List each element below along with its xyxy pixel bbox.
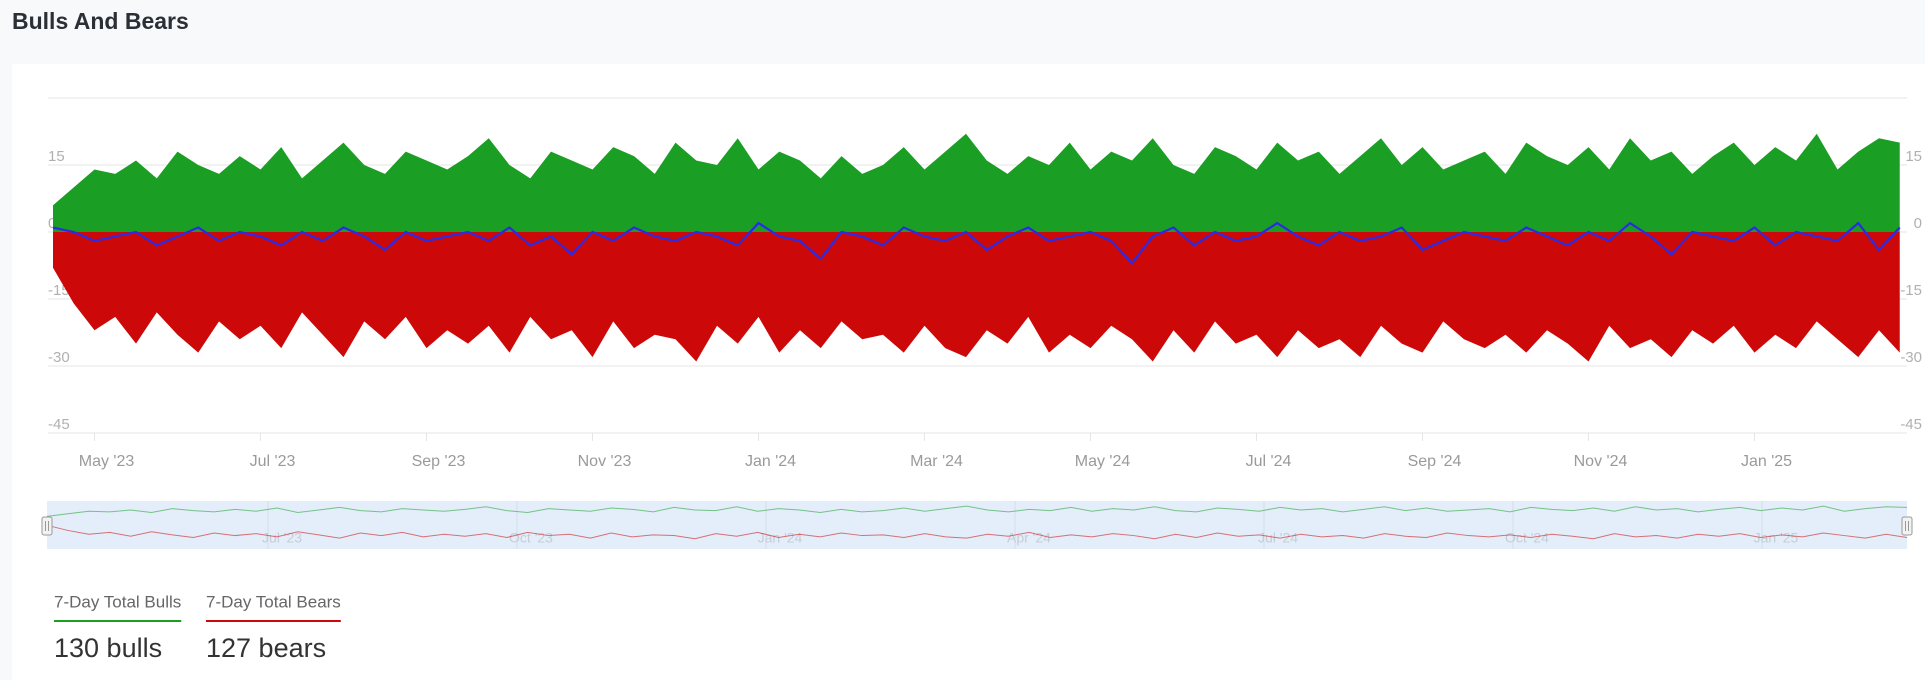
y-tick-label: -30 bbox=[48, 349, 70, 366]
x-tick-label: Jan '24 bbox=[745, 453, 796, 470]
navigator-label: Oct '24 bbox=[1505, 530, 1549, 546]
navigator-line bbox=[46, 505, 1908, 517]
y-tick-label-right: 15 bbox=[1905, 148, 1922, 165]
x-tick-label: Nov '24 bbox=[1574, 453, 1628, 470]
y-tick-label: 15 bbox=[48, 148, 65, 165]
x-tick-label: Mar '24 bbox=[910, 453, 963, 470]
area bbox=[53, 232, 1900, 362]
navigator-label: Jan '25 bbox=[1754, 530, 1799, 546]
navigator-label: Apr '24 bbox=[1007, 530, 1051, 546]
y-tick-label: -45 bbox=[48, 416, 70, 433]
y-tick-label-right: -45 bbox=[1900, 416, 1922, 433]
x-tick-label: Nov '23 bbox=[578, 453, 632, 470]
summary-value: 127 bears bbox=[206, 633, 326, 663]
x-tick-label: Jan '25 bbox=[1741, 453, 1792, 470]
y-tick-label-right: -15 bbox=[1900, 282, 1922, 299]
navigator-handle bbox=[41, 516, 53, 536]
legend-item[interactable]: 7-Day Total Bulls bbox=[54, 592, 181, 611]
y-tick-label: 0 bbox=[48, 215, 56, 232]
y-tick-label-right: 0 bbox=[1914, 215, 1922, 232]
x-tick-label: Jul '23 bbox=[250, 453, 296, 470]
x-tick-label: May '24 bbox=[1075, 453, 1131, 470]
x-tick-label: May '23 bbox=[79, 453, 135, 470]
x-tick-label: Sep '24 bbox=[1408, 453, 1462, 470]
legend-item[interactable]: 7-Day Total Bears bbox=[206, 592, 341, 611]
navigator-handle bbox=[1901, 516, 1913, 536]
plot-series bbox=[52, 133, 1901, 362]
x-tick-label: Jul '24 bbox=[1246, 453, 1292, 470]
y-tick-label-right: -30 bbox=[1900, 349, 1922, 366]
net-line bbox=[52, 221, 1901, 265]
summary-value: 130 bulls bbox=[54, 633, 162, 663]
area bbox=[53, 133, 1900, 232]
navigator-line bbox=[46, 524, 1908, 540]
navigator-label: Jul '23 bbox=[262, 530, 302, 546]
navigator-label: Oct '23 bbox=[509, 530, 553, 546]
page-title: Bulls And Bears bbox=[12, 8, 189, 34]
x-tick-label: Sep '23 bbox=[412, 453, 466, 470]
